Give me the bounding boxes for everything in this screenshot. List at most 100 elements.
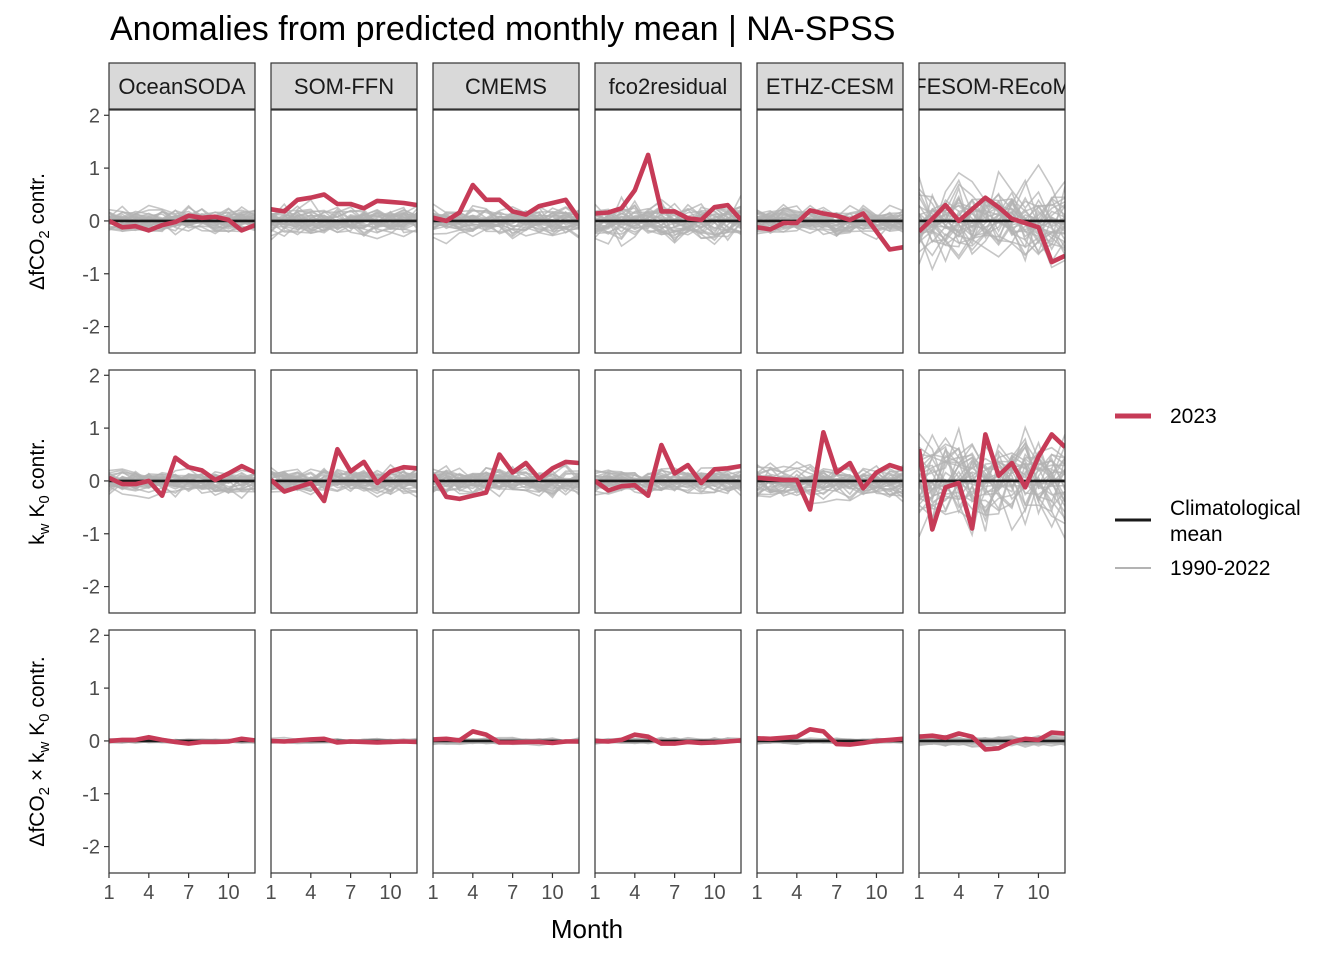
panel-border bbox=[756, 369, 904, 614]
x-tick-label: 4 bbox=[629, 882, 640, 904]
row-axis-title: kw K0 contr. bbox=[26, 438, 53, 545]
facet-strip: CMEMS bbox=[432, 62, 580, 110]
history-series-line bbox=[919, 196, 1065, 248]
history-series-line bbox=[271, 471, 417, 488]
panel-border bbox=[108, 629, 256, 874]
x-tick-label: 7 bbox=[183, 882, 194, 904]
facet-panel bbox=[108, 369, 256, 614]
x-tick-label: 1 bbox=[103, 882, 114, 904]
x-tick-label: 4 bbox=[305, 882, 316, 904]
panel-background bbox=[433, 630, 579, 873]
x-tick-label: 10 bbox=[379, 882, 401, 904]
panel-border bbox=[108, 369, 256, 614]
y-tick-label: 1 bbox=[89, 678, 100, 700]
y-tick-label: -2 bbox=[82, 837, 100, 859]
x-tick-label: 4 bbox=[467, 882, 478, 904]
series-2023-line bbox=[433, 182, 579, 224]
history-series-line bbox=[595, 207, 741, 246]
history-series-line bbox=[919, 432, 1065, 496]
facet-panel bbox=[594, 109, 742, 354]
panel-border bbox=[756, 629, 904, 874]
x-axes: 1 4 7 10 1 4 7 10 1 4 7 10 1 4 7 10 1 4 7 10 1 4 7 10 bbox=[103, 873, 1050, 904]
x-tick-label: 10 bbox=[703, 882, 725, 904]
series-2023-line bbox=[109, 734, 255, 746]
facet-panel bbox=[918, 369, 1066, 614]
series-2023-line bbox=[271, 446, 417, 504]
y-tick-label: 2 bbox=[89, 625, 100, 647]
series-2023-line bbox=[271, 736, 417, 745]
row-axis-title: ΔfCO2 contr. bbox=[26, 173, 53, 290]
legend-label-history: 1990-2022 bbox=[1170, 557, 1270, 580]
facet-strip: fco2residual bbox=[594, 62, 742, 110]
facet-panel bbox=[756, 109, 904, 354]
x-tick-label: 1 bbox=[751, 882, 762, 904]
history-series-line bbox=[919, 456, 1065, 512]
strip-background bbox=[594, 62, 742, 110]
facet-panel bbox=[108, 109, 256, 354]
x-tick-label: 7 bbox=[669, 882, 680, 904]
row-axis-title: ΔfCO2 × kw K0 contr. bbox=[26, 656, 53, 846]
legend-label-climatology: Climatological bbox=[1170, 497, 1301, 520]
facet-grid: OceanSODA SOM-FFN CMEMS fco2residual ETHZ-CE… bbox=[108, 62, 1066, 874]
panel-background bbox=[757, 630, 903, 873]
y-tick-label: 2 bbox=[89, 365, 100, 387]
history-series-line bbox=[433, 477, 579, 495]
strip-label: ETHZ-CESM bbox=[766, 74, 894, 99]
facet-panel bbox=[270, 109, 418, 354]
facet-panel bbox=[918, 629, 1066, 874]
facet-panel bbox=[270, 629, 418, 874]
y-tick-label: 2 bbox=[89, 105, 100, 127]
facet-panel bbox=[432, 109, 580, 354]
y-tick-label: -1 bbox=[82, 784, 100, 806]
x-tick-label: 10 bbox=[1027, 882, 1049, 904]
strip-label: OceanSODA bbox=[118, 74, 245, 99]
y-tick-label: 0 bbox=[89, 211, 100, 233]
facet-strip: ETHZ-CESM bbox=[756, 62, 904, 110]
history-series-line bbox=[919, 446, 1065, 491]
history-series-line bbox=[919, 180, 1065, 258]
panel-border bbox=[270, 109, 418, 354]
x-tick-label: 1 bbox=[589, 882, 600, 904]
facet-strip: FESOM-REcoM bbox=[918, 62, 1066, 110]
y-tick-label: -1 bbox=[82, 264, 100, 286]
history-series-line bbox=[757, 207, 903, 233]
y-tick-label: -2 bbox=[82, 317, 100, 339]
history-series-line bbox=[109, 204, 255, 229]
facet-panel bbox=[594, 629, 742, 874]
series-2023-line bbox=[919, 195, 1065, 265]
panel-background bbox=[271, 630, 417, 873]
x-tick-label: 4 bbox=[953, 882, 964, 904]
facet-panel bbox=[108, 629, 256, 874]
x-tick-label: 1 bbox=[427, 882, 438, 904]
history-series-line bbox=[595, 470, 741, 495]
history-series-line bbox=[595, 212, 741, 242]
x-axis-title: Month bbox=[551, 914, 623, 944]
panel-border bbox=[756, 109, 904, 354]
facet-panel bbox=[270, 369, 418, 614]
history-series-line bbox=[271, 216, 417, 233]
y-tick-label: 0 bbox=[89, 731, 100, 753]
panel-border bbox=[432, 369, 580, 614]
x-tick-label: 7 bbox=[507, 882, 518, 904]
series-2023-line bbox=[757, 726, 903, 747]
panel-border bbox=[594, 369, 742, 614]
x-tick-label: 10 bbox=[865, 882, 887, 904]
panel-border bbox=[918, 629, 1066, 874]
x-tick-label: 4 bbox=[791, 882, 802, 904]
y-tick-label: 1 bbox=[89, 158, 100, 180]
strip-background bbox=[432, 62, 580, 110]
x-tick-label: 7 bbox=[345, 882, 356, 904]
history-series-line bbox=[433, 211, 579, 228]
y-tick-label: 1 bbox=[89, 418, 100, 440]
panel-border bbox=[270, 369, 418, 614]
history-series-line bbox=[919, 451, 1065, 532]
strip-label: SOM-FFN bbox=[294, 74, 394, 99]
history-series-line bbox=[919, 443, 1065, 488]
series-2023-line bbox=[109, 213, 255, 233]
series-2023-line bbox=[595, 442, 741, 499]
strip-background bbox=[270, 62, 418, 110]
legend: 2023 Climatological mean 1990-2022 bbox=[1115, 405, 1301, 580]
x-tick-label: 1 bbox=[913, 882, 924, 904]
panel-border bbox=[270, 629, 418, 874]
